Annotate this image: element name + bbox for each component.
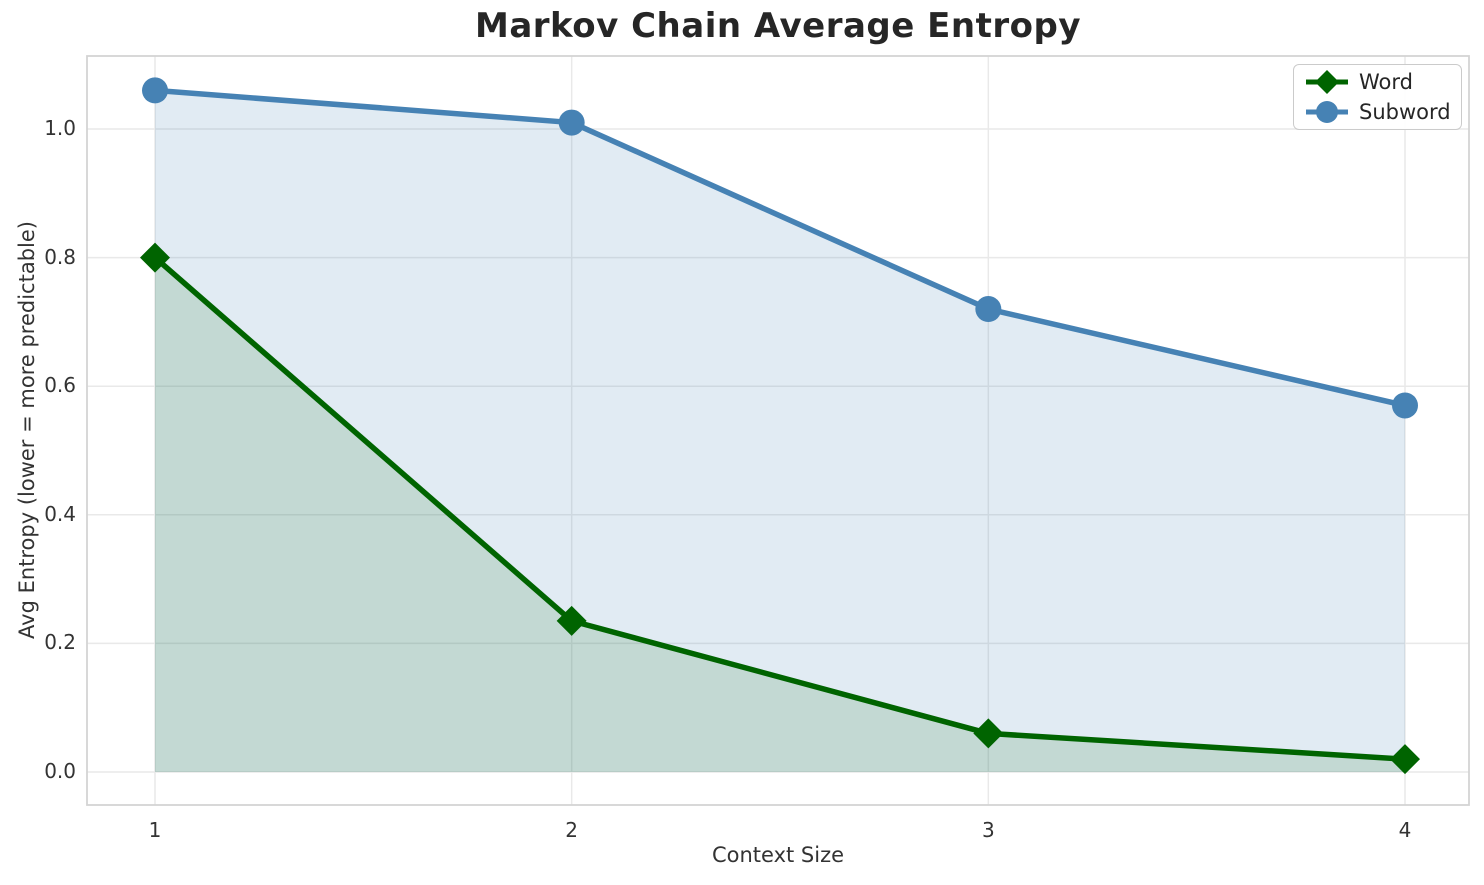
x-axis-label: Context Size [711,843,845,867]
x-tick-label: 2 [565,818,579,842]
chart-title: Markov Chain Average Entropy [475,6,1081,46]
legend-label: Word [1359,69,1413,94]
x-tick-label: 3 [981,818,995,842]
x-tick-label: 1 [148,818,162,842]
legend: Word Subword [1293,64,1462,130]
y-tick-label: 0.8 [44,244,76,269]
y-tick-label: 0.4 [44,501,76,526]
y-axis-label: Avg Entropy (lower = more predictable) [15,221,39,639]
y-tick-label: 0.0 [44,759,76,783]
legend-item-subword: Subword [1304,97,1451,127]
legend-circle-icon [1306,101,1348,123]
y-tick-label: 1.0 [44,116,76,140]
y-tick-label: 0.6 [44,373,76,398]
x-tick-label: 4 [1398,818,1412,842]
legend-item-word: Word [1304,67,1451,97]
legend-label: Subword [1359,99,1451,124]
legend-diamond-icon [1306,70,1348,94]
y-tick-label: 0.2 [44,630,76,655]
